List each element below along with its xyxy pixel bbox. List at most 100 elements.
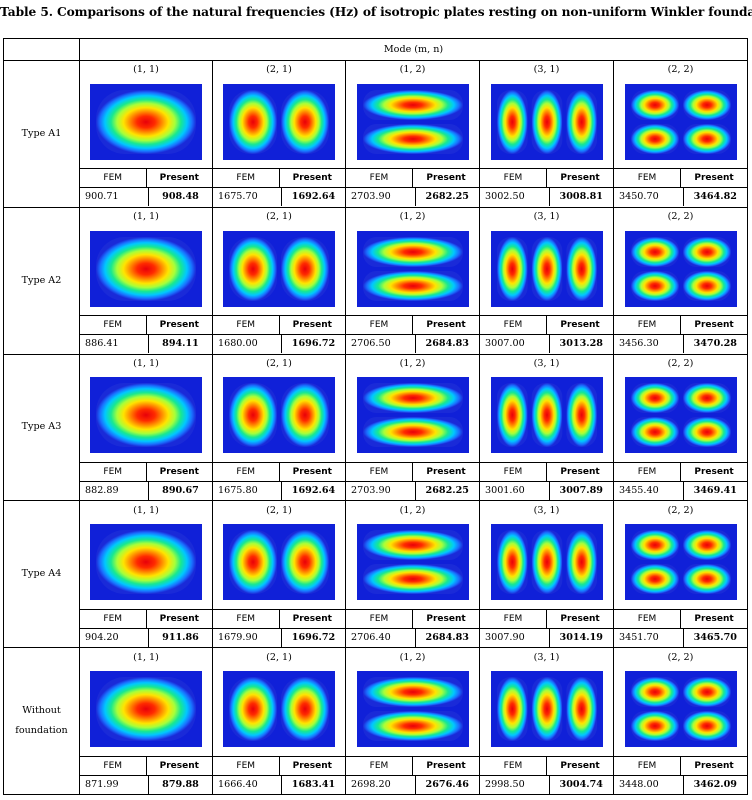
fem-header: FEM xyxy=(503,613,523,624)
fem-value: 3001.60 xyxy=(485,484,525,496)
mode-lobe xyxy=(96,236,196,301)
fem-value: 1675.80 xyxy=(218,484,258,496)
mode-label: (1, 2) xyxy=(399,357,426,369)
present-value: 1692.64 xyxy=(281,188,345,207)
mode-label: (3, 1) xyxy=(533,64,560,76)
fem-value: 904.20 xyxy=(85,631,119,643)
mode-label: (1, 2) xyxy=(399,504,426,516)
present-header: Present xyxy=(145,756,212,775)
mode-lobe xyxy=(362,417,463,448)
mode-lobe xyxy=(565,89,597,154)
mode-label: (1, 1) xyxy=(133,211,159,223)
mode-lobe xyxy=(630,270,679,301)
mode-lobe xyxy=(281,89,329,154)
mode-lobe xyxy=(682,383,731,414)
mode-label: (2, 2) xyxy=(667,651,694,663)
mode-cell: (2, 2) FEM Present 3450.70 3464.82 xyxy=(612,60,749,208)
mode-lobe xyxy=(281,383,329,448)
fem-header: FEM xyxy=(103,320,123,331)
table-row: Type A4 (1, 1) FEM Present 904.20 911.86 (2, 1… xyxy=(3,500,749,649)
table-title: Table 5. Comparisons of the natural freq… xyxy=(0,5,752,19)
mode-lobe xyxy=(229,677,277,742)
mode-label: (3, 1) xyxy=(533,651,560,663)
mode-label: (2, 1) xyxy=(266,651,292,663)
mode-lobe xyxy=(362,530,463,561)
mode-shape-plot xyxy=(624,83,737,160)
fem-value: 2998.50 xyxy=(485,778,525,790)
mode-lobe xyxy=(682,236,731,267)
present-header: Present xyxy=(145,316,212,335)
present-value: 3469.41 xyxy=(682,481,747,500)
fem-value: 3002.50 xyxy=(485,191,525,203)
present-header: Present xyxy=(412,462,479,481)
fem-header: FEM xyxy=(503,760,523,771)
mode-shape-plot xyxy=(223,671,335,748)
mode-label: (1, 2) xyxy=(399,651,426,663)
present-value: 879.88 xyxy=(148,775,212,794)
present-header: Present xyxy=(680,609,747,628)
fem-header: FEM xyxy=(503,173,523,184)
row-type-label: Type A3 xyxy=(3,353,80,502)
fem-value: 900.71 xyxy=(85,191,119,203)
mode-lobe xyxy=(630,711,679,742)
fem-header: FEM xyxy=(103,613,123,624)
mode-shape-plot xyxy=(490,377,603,454)
present-header: Present xyxy=(412,316,479,335)
present-header: Present xyxy=(278,756,345,775)
fem-value: 1675.70 xyxy=(218,191,258,203)
present-header: Present xyxy=(278,462,345,481)
mode-shape-plot xyxy=(223,524,335,601)
fem-header: FEM xyxy=(103,173,123,184)
mode-label: (1, 1) xyxy=(133,357,159,369)
mode-cell: (1, 1) FEM Present 871.99 879.88 xyxy=(79,647,213,795)
fem-value: 2703.90 xyxy=(351,484,391,496)
mode-shape-plot xyxy=(223,230,335,307)
mode-cell: (1, 2) FEM Present 2698.20 2676.46 xyxy=(345,647,480,795)
mode-cell: (1, 1) FEM Present 900.71 908.48 xyxy=(79,60,213,208)
mode-label: (2, 2) xyxy=(667,211,694,223)
mode-label: (2, 1) xyxy=(266,211,292,223)
mode-label: (2, 2) xyxy=(667,64,694,76)
present-value: 3470.28 xyxy=(682,335,747,354)
mode-lobe xyxy=(229,236,277,301)
fem-header: FEM xyxy=(637,760,657,771)
mode-cell: (2, 1) FEM Present 1675.70 1692.64 xyxy=(212,60,346,208)
mode-lobe xyxy=(630,530,679,561)
mode-lobe xyxy=(362,564,463,595)
table-row: Without foundation (1, 1) FEM Present 871.99… xyxy=(3,647,749,795)
present-value: 3465.70 xyxy=(682,628,747,647)
fem-header: FEM xyxy=(103,466,123,477)
present-header: Present xyxy=(680,316,747,335)
mode-cell: (1, 1) FEM Present 904.20 911.86 xyxy=(79,500,213,649)
frequency-table: Mode (m, n) Type A1 (1, 1) FEM Present 900.7… xyxy=(3,38,749,795)
mode-lobe xyxy=(362,711,463,742)
mode-lobe xyxy=(496,677,528,742)
mode-lobe xyxy=(229,530,277,595)
fem-header: FEM xyxy=(369,613,389,624)
mode-shape-plot xyxy=(490,230,603,307)
present-value: 2682.25 xyxy=(414,481,479,500)
mode-lobe xyxy=(531,89,562,154)
mode-lobe xyxy=(531,236,562,301)
fem-header: FEM xyxy=(637,320,657,331)
present-value: 1696.72 xyxy=(281,335,345,354)
present-value: 911.86 xyxy=(148,628,212,647)
present-header: Present xyxy=(546,609,613,628)
fem-value: 1680.00 xyxy=(218,338,258,350)
present-value: 2684.83 xyxy=(414,335,479,354)
mode-shape-plot xyxy=(90,524,202,601)
mode-lobe xyxy=(630,417,679,448)
mode-cell: (1, 2) FEM Present 2703.90 2682.25 xyxy=(345,353,480,502)
mode-lobe xyxy=(96,677,196,742)
fem-header: FEM xyxy=(236,173,256,184)
mode-lobe xyxy=(630,123,679,154)
fem-header: FEM xyxy=(236,466,256,477)
mode-cell: (3, 1) FEM Present 3007.00 3013.28 xyxy=(479,206,614,355)
mode-lobe xyxy=(281,530,329,595)
present-header: Present xyxy=(546,756,613,775)
present-header: Present xyxy=(546,462,613,481)
fem-value: 1666.40 xyxy=(218,778,258,790)
present-value: 1692.64 xyxy=(281,481,345,500)
corner-cell xyxy=(3,38,80,61)
mode-shape-plot xyxy=(490,524,603,601)
